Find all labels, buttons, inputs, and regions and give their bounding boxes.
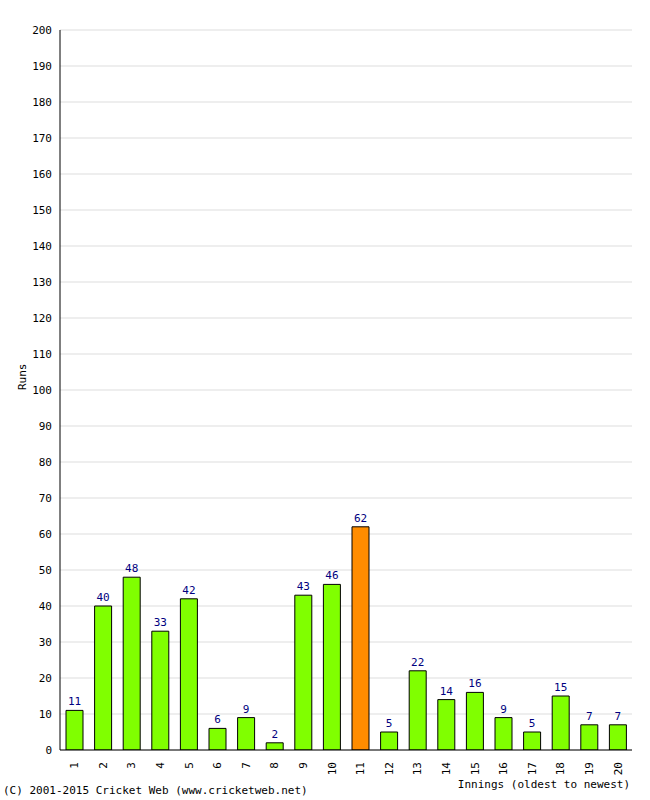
svg-text:12: 12 <box>383 762 396 775</box>
svg-text:10: 10 <box>39 708 52 721</box>
html-text:(C) 2001-2015 Cricket Web (www: (C) 2001-2015 Cricket Web (www.cricketwe… <box>3 784 308 797</box>
svg-text:8: 8 <box>268 762 281 769</box>
svg-text:9: 9 <box>500 703 507 716</box>
svg-text:70: 70 <box>39 492 52 505</box>
svg-text:22: 22 <box>411 656 424 669</box>
svg-text:Runs: Runs <box>16 364 29 391</box>
svg-text:3: 3 <box>125 762 138 769</box>
svg-text:16: 16 <box>497 762 510 775</box>
svg-text:18: 18 <box>554 762 567 775</box>
svg-text:90: 90 <box>39 420 52 433</box>
svg-text:15: 15 <box>469 762 482 775</box>
svg-text:48: 48 <box>125 562 138 575</box>
svg-text:6: 6 <box>214 713 221 726</box>
svg-text:40: 40 <box>39 600 52 613</box>
svg-text:20: 20 <box>39 672 52 685</box>
svg-text:14: 14 <box>440 762 453 776</box>
svg-text:15: 15 <box>554 681 567 694</box>
svg-text:6: 6 <box>211 762 224 769</box>
svg-text:80: 80 <box>39 456 52 469</box>
svg-text:150: 150 <box>32 204 52 217</box>
svg-text:9: 9 <box>243 703 250 716</box>
svg-text:13: 13 <box>411 762 424 775</box>
svg-text:62: 62 <box>354 512 367 525</box>
svg-text:Innings (oldest to newest): Innings (oldest to newest) <box>458 778 630 791</box>
svg-text:5: 5 <box>183 762 196 769</box>
svg-text:7: 7 <box>586 710 593 723</box>
svg-text:130: 130 <box>32 276 52 289</box>
svg-text:170: 170 <box>32 132 52 145</box>
svg-text:100: 100 <box>32 384 52 397</box>
svg-text:16: 16 <box>468 677 481 690</box>
svg-text:120: 120 <box>32 312 52 325</box>
svg-text:11: 11 <box>354 762 367 775</box>
svg-text:43: 43 <box>297 580 310 593</box>
svg-text:46: 46 <box>325 569 338 582</box>
svg-text:200: 200 <box>32 24 52 37</box>
svg-text:20: 20 <box>612 762 625 775</box>
svg-text:1: 1 <box>68 762 81 769</box>
svg-text:2: 2 <box>97 762 110 769</box>
svg-text:180: 180 <box>32 96 52 109</box>
svg-text:42: 42 <box>182 584 195 597</box>
svg-text:19: 19 <box>583 762 596 775</box>
svg-text:33: 33 <box>154 616 167 629</box>
svg-text:0: 0 <box>45 744 52 757</box>
svg-text:40: 40 <box>96 591 109 604</box>
svg-text:50: 50 <box>39 564 52 577</box>
svg-text:5: 5 <box>529 717 536 730</box>
svg-text:2: 2 <box>271 728 278 741</box>
svg-text:30: 30 <box>39 636 52 649</box>
svg-text:7: 7 <box>240 762 253 769</box>
svg-text:160: 160 <box>32 168 52 181</box>
svg-text:5: 5 <box>386 717 393 730</box>
svg-text:17: 17 <box>526 762 539 775</box>
svg-text:14: 14 <box>440 685 454 698</box>
svg-text:7: 7 <box>615 710 622 723</box>
svg-text:11: 11 <box>68 695 81 708</box>
svg-text:110: 110 <box>32 348 52 361</box>
svg-text:60: 60 <box>39 528 52 541</box>
svg-text:190: 190 <box>32 60 52 73</box>
svg-text:10: 10 <box>326 762 339 775</box>
svg-text:140: 140 <box>32 240 52 253</box>
svg-text:4: 4 <box>154 762 167 769</box>
svg-text:9: 9 <box>297 762 310 769</box>
